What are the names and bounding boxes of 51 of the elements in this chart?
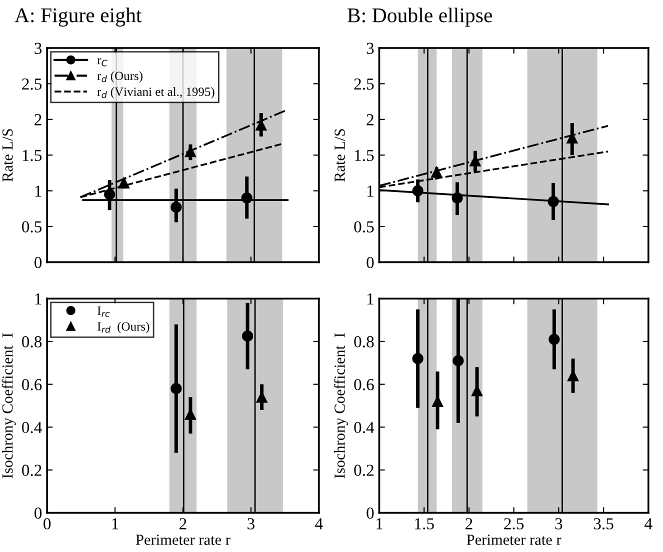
x-tick-label: 3 <box>555 518 562 530</box>
y-tick-label: 0.6 <box>22 379 42 390</box>
x-axis-title: Perimeter rate r <box>466 534 562 545</box>
y-tick-label: 1.5 <box>355 150 374 162</box>
y-tick-label: 1 <box>35 186 42 197</box>
legend-label: r$_{C}$ <box>97 58 108 66</box>
y-tick-label: 0.5 <box>22 221 42 233</box>
x-tick-label: 1.5 <box>415 518 434 530</box>
x-tick-label: 1 <box>112 518 118 530</box>
y-tick-label: 0 <box>366 256 374 268</box>
legend-label: r$_{d}$ (Viviani et al., 1995) <box>97 87 214 99</box>
y-tick-label: 0.2 <box>354 464 374 476</box>
y-tick-label: 0 <box>366 508 374 519</box>
x-tick-label: 3.5 <box>594 518 614 530</box>
x-tick-label: 3 <box>248 518 254 530</box>
y-tick-label: 0 <box>34 256 42 268</box>
y-tick-label: 1 <box>368 293 374 304</box>
y-tick-label: 3 <box>34 42 42 54</box>
y-tick-label: 1 <box>35 293 42 304</box>
y-tick-label: 0.6 <box>354 379 374 390</box>
chart-title: A: Figure eight <box>14 8 142 27</box>
x-tick-label: 2 <box>466 518 472 530</box>
y-axis-title: Isochrony Coefficient I <box>334 333 348 478</box>
y-tick-label: 0 <box>34 508 42 519</box>
y-tick-label: 0.8 <box>22 336 42 348</box>
y-tick-label: 0.2 <box>22 464 42 476</box>
y-axis-title: Isochrony Coefficient I <box>2 333 16 478</box>
chart-title: B: Double ellipse <box>348 8 492 27</box>
y-tick-label: 2 <box>34 114 42 126</box>
x-tick-label: 2 <box>180 518 186 530</box>
x-axis-title: Perimeter rate r <box>136 534 230 545</box>
y-axis-title: Rate L/S <box>334 129 345 182</box>
y-tick-label: 0.8 <box>354 336 374 348</box>
x-tick-label: 0 <box>44 518 51 530</box>
y-tick-label: 0.4 <box>354 422 374 434</box>
y-tick-label: 1 <box>368 186 374 197</box>
y-tick-label: 1.5 <box>22 150 42 162</box>
x-tick-label: 4 <box>644 518 652 530</box>
x-tick-label: 2.5 <box>504 518 524 530</box>
y-tick-label: 2.5 <box>22 78 42 90</box>
y-tick-label: 3 <box>366 42 374 54</box>
legend-label: r$_{d}$ (Ours) <box>97 71 142 83</box>
y-tick-label: 2.5 <box>354 78 374 90</box>
y-axis-title: Rate L/S <box>2 129 13 182</box>
y-tick-label: 2 <box>366 114 374 126</box>
x-tick-label: 1 <box>376 518 382 530</box>
legend-label: I$_{rd}$ (Ours) <box>98 322 150 334</box>
y-tick-label: 0.5 <box>354 221 374 233</box>
x-tick-label: 4 <box>315 518 323 530</box>
y-tick-label: 0.4 <box>22 422 42 434</box>
legend-label: I$_{rc}$ <box>98 306 110 317</box>
